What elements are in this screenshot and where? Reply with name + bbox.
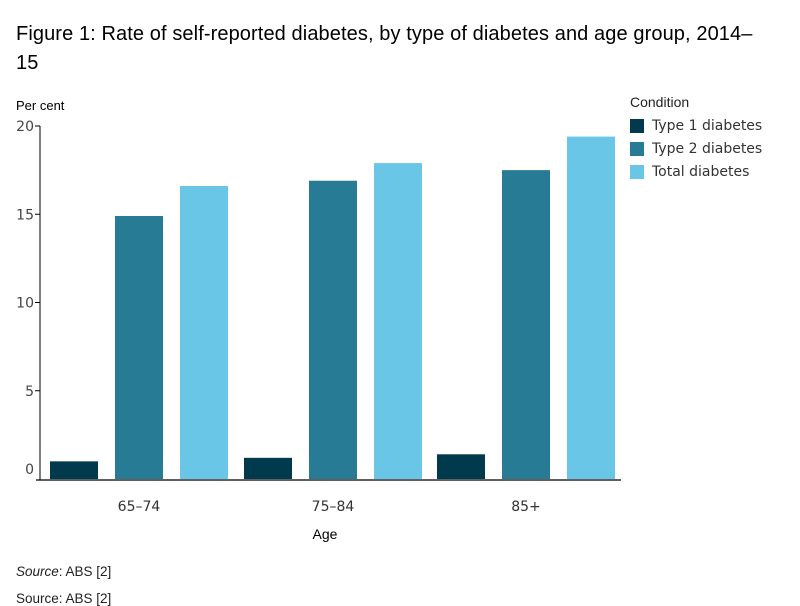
y-tick-label-15: 15 [16,207,34,223]
bar-type-1-diabetes-1[interactable] [244,457,292,479]
legend-swatch-type2 [630,141,644,156]
bar-type-2-diabetes-1[interactable] [309,180,357,479]
bar-type-2-diabetes-2[interactable] [502,170,550,479]
chart-title: Figure 1: Rate of self-reported diabetes… [16,23,753,74]
x-tick-label-0: 65–74 [118,499,161,515]
source-text-duplicate: : ABS [2] [58,591,112,606]
source-note: Source: ABS [2] [16,564,111,579]
legend-item-type2[interactable]: Type 2 diabetes [630,137,762,160]
legend-label-type1: Type 1 diabetes [652,117,763,134]
bar-total-diabetes-1[interactable] [374,163,422,479]
legend-label-total: Total diabetes [652,163,750,180]
bar-type-1-diabetes-2[interactable] [437,454,485,479]
bar-total-diabetes-0[interactable] [180,186,228,479]
bars-group [50,136,615,479]
y-tick-label-20: 20 [16,119,34,135]
source-label-duplicate: Source [16,591,59,606]
source-label: Source [16,564,59,579]
bar-type-2-diabetes-0[interactable] [115,216,163,479]
legend-swatch-type1 [630,118,644,133]
source-text: : ABS [2] [58,564,112,579]
legend: Condition Type 1 diabetes Type 2 diabete… [630,94,762,183]
x-tick-label-1: 75–84 [312,499,355,515]
legend-title: Condition [630,94,690,110]
y-tick-label-0: 0 [25,462,34,478]
y-tick-label-5: 5 [25,384,34,400]
bar-type-1-diabetes-0[interactable] [50,461,98,479]
y-tick-label-10: 10 [16,296,34,312]
y-axis: 0 5 10 15 20 [16,119,41,480]
source-note-duplicate: Source: ABS [2] [16,591,111,606]
legend-label-type2: Type 2 diabetes [652,140,763,157]
x-tick-label-2: 85+ [511,499,541,515]
legend-item-total[interactable]: Total diabetes [630,160,762,183]
bar-total-diabetes-2[interactable] [567,136,615,479]
legend-swatch-total [630,164,644,179]
x-axis-label: Age [312,526,338,542]
x-axis: 65–74 75–84 85+ [36,479,621,515]
y-axis-label: Per cent [16,98,65,113]
legend-item-type1[interactable]: Type 1 diabetes [630,114,762,137]
